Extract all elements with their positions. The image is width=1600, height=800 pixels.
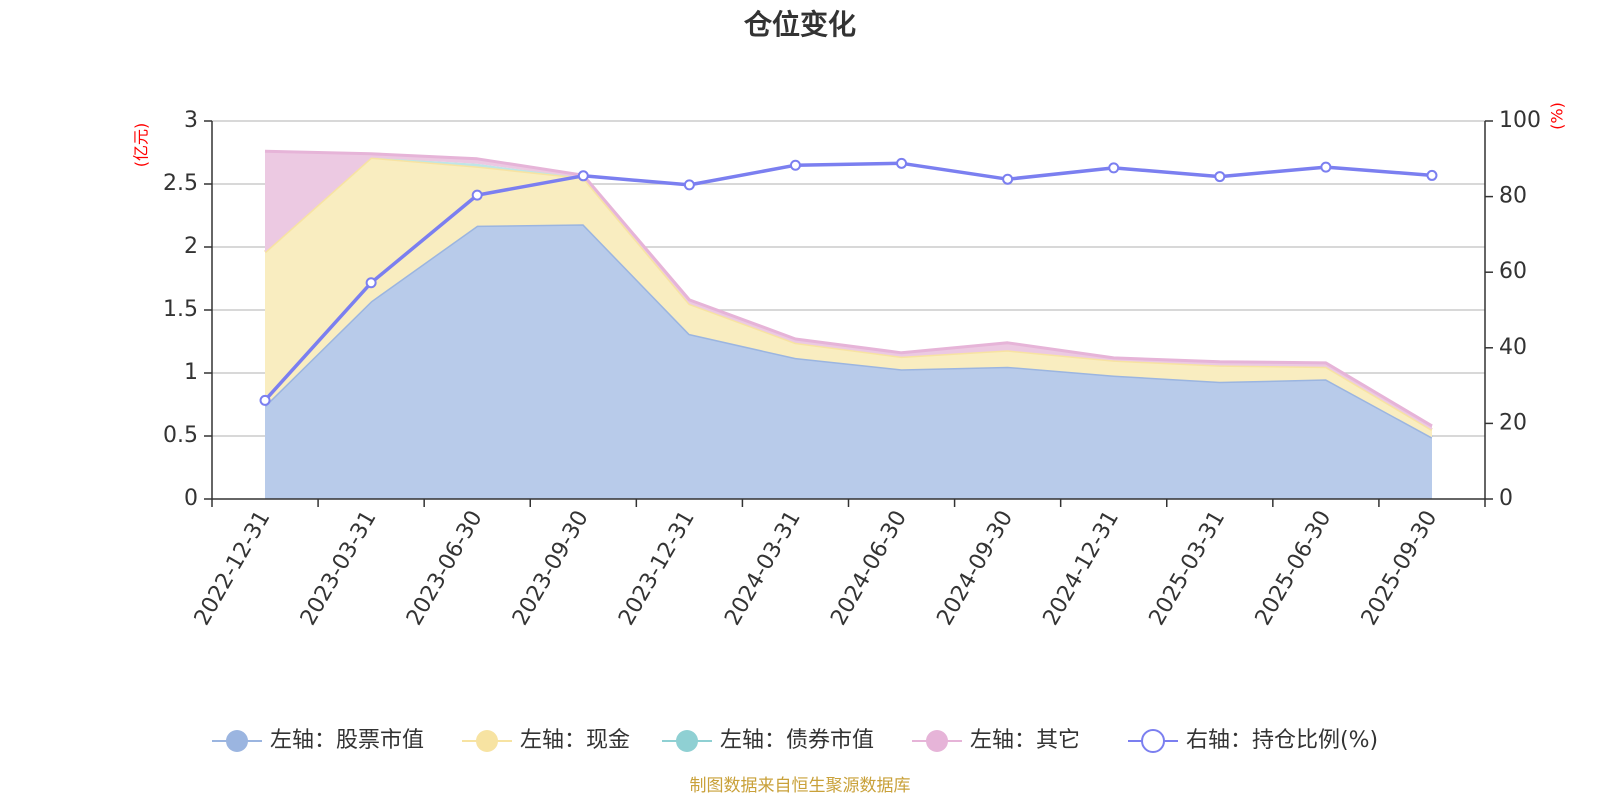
left-tick-label: 0 <box>184 486 198 511</box>
right-tick-label: 20 <box>1499 410 1527 435</box>
x-tick-label: 2025-09-30 <box>1357 507 1443 630</box>
line-point <box>896 157 908 169</box>
line-point <box>365 277 377 289</box>
left-axis-unit: (亿元) <box>132 123 151 168</box>
line-series-0 <box>263 161 1433 402</box>
legend: 左轴：股票市值 左轴：现金 左轴：债券市值 左轴：其它 右轴：持仓比例(%) <box>212 728 1378 753</box>
line-point <box>1320 161 1332 173</box>
left-tick-label: 0.5 <box>163 423 198 448</box>
area-edge-3 <box>264 149 1433 428</box>
legend-label: 左轴：债券市值 <box>720 728 874 753</box>
line-point <box>1214 171 1226 183</box>
legend-swatch-marker <box>226 730 248 752</box>
x-tick-label: 2023-03-31 <box>296 507 382 630</box>
x-tick-label: 2022-12-31 <box>190 507 276 630</box>
area-series-1 <box>265 157 1432 438</box>
legend-label: 左轴：股票市值 <box>270 728 424 753</box>
x-tick-label: 2024-06-30 <box>826 507 912 630</box>
line-point <box>1108 162 1120 174</box>
line-point <box>471 189 483 201</box>
legend-swatch-marker <box>676 730 698 752</box>
x-tick-label: 2023-06-30 <box>402 507 488 630</box>
x-tick-label: 2024-03-31 <box>720 507 806 630</box>
line-point <box>577 170 589 182</box>
x-tick-label: 2025-03-31 <box>1145 507 1231 630</box>
right-tick-label: 0 <box>1499 486 1513 511</box>
legend-label: 右轴：持仓比例(%) <box>1186 728 1378 753</box>
x-tick-label: 2024-09-30 <box>932 507 1018 630</box>
stacked-areas <box>263 149 1433 500</box>
line-point <box>789 159 801 171</box>
line-point <box>259 394 271 406</box>
left-tick-label: 2.5 <box>163 171 198 196</box>
x-tick-label: 2023-12-31 <box>614 507 700 630</box>
legend-swatch-marker <box>476 730 498 752</box>
right-tick-label: 40 <box>1499 335 1527 360</box>
line-point <box>683 179 695 191</box>
left-tick-label: 2 <box>184 234 198 259</box>
right-axis-unit: (%) <box>1548 102 1567 130</box>
right-tick-label: 60 <box>1499 259 1527 284</box>
right-tick-label: 100 <box>1499 108 1541 133</box>
data-source-note: 制图数据来自恒生聚源数据库 <box>690 776 911 796</box>
right-tick-label: 80 <box>1499 184 1527 209</box>
left-tick-label: 1 <box>184 360 198 385</box>
legend-swatch-marker <box>1141 729 1165 753</box>
chart-title: 仓位变化 <box>744 8 856 41</box>
line-point <box>1002 173 1014 185</box>
x-tick-label: 2023-09-30 <box>508 507 594 630</box>
left-tick-label: 1.5 <box>163 297 198 322</box>
legend-swatch-marker <box>926 730 948 752</box>
ratio-line <box>259 157 1438 406</box>
area-edge-1 <box>264 156 1433 431</box>
line-point <box>1426 169 1438 181</box>
left-tick-label: 3 <box>184 108 198 133</box>
x-tick-label: 2024-12-31 <box>1039 507 1125 630</box>
legend-label: 左轴：现金 <box>520 728 630 753</box>
x-tick-label: 2025-06-30 <box>1251 507 1337 630</box>
area-series-0 <box>265 224 1432 500</box>
legend-label: 左轴：其它 <box>970 728 1080 753</box>
